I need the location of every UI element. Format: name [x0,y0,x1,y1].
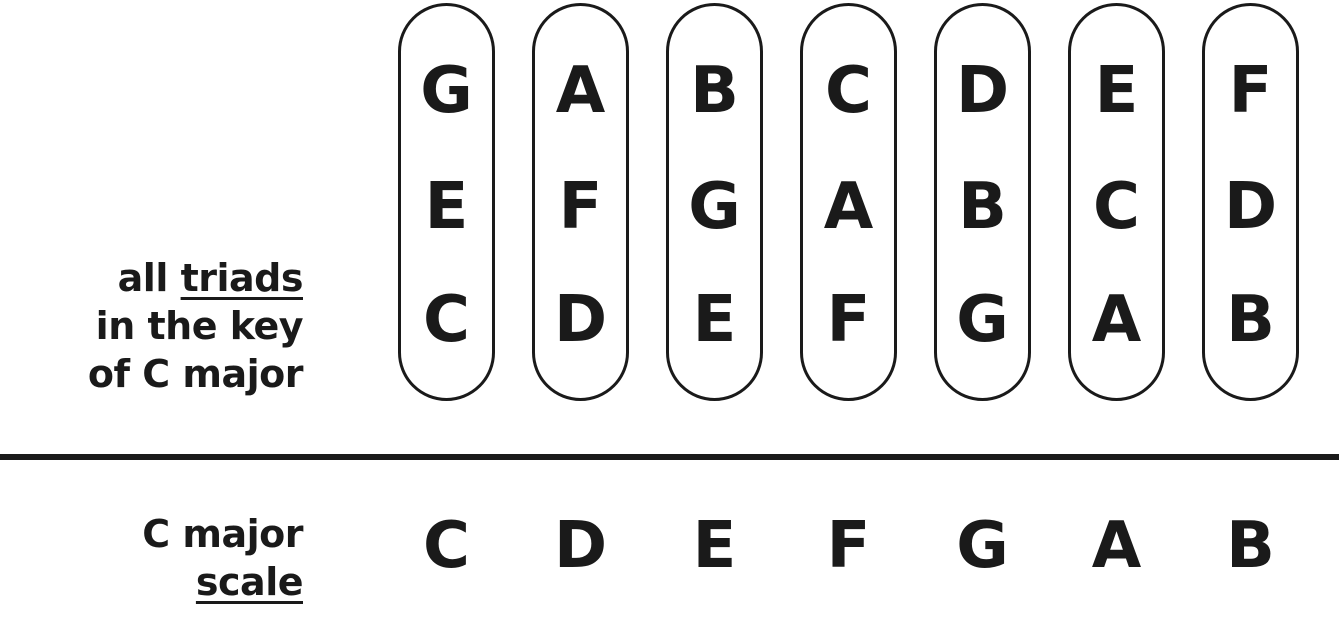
triad-fifth: C [825,54,872,128]
triad-third: B [958,170,1007,244]
triad-third: A [823,170,874,244]
triad-pill: E C A [1068,3,1165,401]
triad-fifth: B [690,54,739,128]
triads-caption-prefix: all [117,256,181,300]
scale-note: G [956,509,1009,583]
triad-pill: D B G [934,3,1031,401]
triad-pill: F D B [1202,3,1299,401]
triad-root: A [1091,283,1142,357]
scale-caption-line1: C major [142,512,303,556]
scale-caption: C major scale [142,510,303,606]
triad-fifth: F [1228,54,1273,128]
triad-pill: A F D [532,3,629,401]
triad-root: G [956,283,1009,357]
scale-note: E [692,509,737,583]
triad-third: G [688,170,741,244]
divider-line [0,454,1339,460]
triad-root: E [692,283,737,357]
scale-note: F [826,509,871,583]
scale-note: A [1091,509,1142,583]
triad-fifth: A [555,54,606,128]
triad-root: B [1226,283,1275,357]
triad-pill: G E C [398,3,495,401]
triad-fifth: E [1094,54,1139,128]
triad-third: E [424,170,469,244]
triads-caption-line3: of C major [87,352,304,396]
triad-fifth: G [420,54,473,128]
scale-note: D [553,509,608,583]
triad-pill: C A F [800,3,897,401]
scale-note: C [423,509,470,583]
triads-caption-line2: in the key [95,304,304,348]
triads-caption-line1: all triads [88,254,304,302]
triad-root: D [553,283,608,357]
triad-third: F [558,170,603,244]
triads-caption: all triads in the key of C major [87,254,304,398]
triad-fifth: D [955,54,1010,128]
triad-root: C [423,283,470,357]
triad-pill: B G E [666,3,763,401]
triad-third: C [1093,170,1140,244]
triad-root: F [826,283,871,357]
triad-third: D [1223,170,1278,244]
triads-caption-underlined-word: triads [180,256,304,300]
scale-caption-underlined-word: scale [195,560,304,604]
scale-note: B [1226,509,1275,583]
